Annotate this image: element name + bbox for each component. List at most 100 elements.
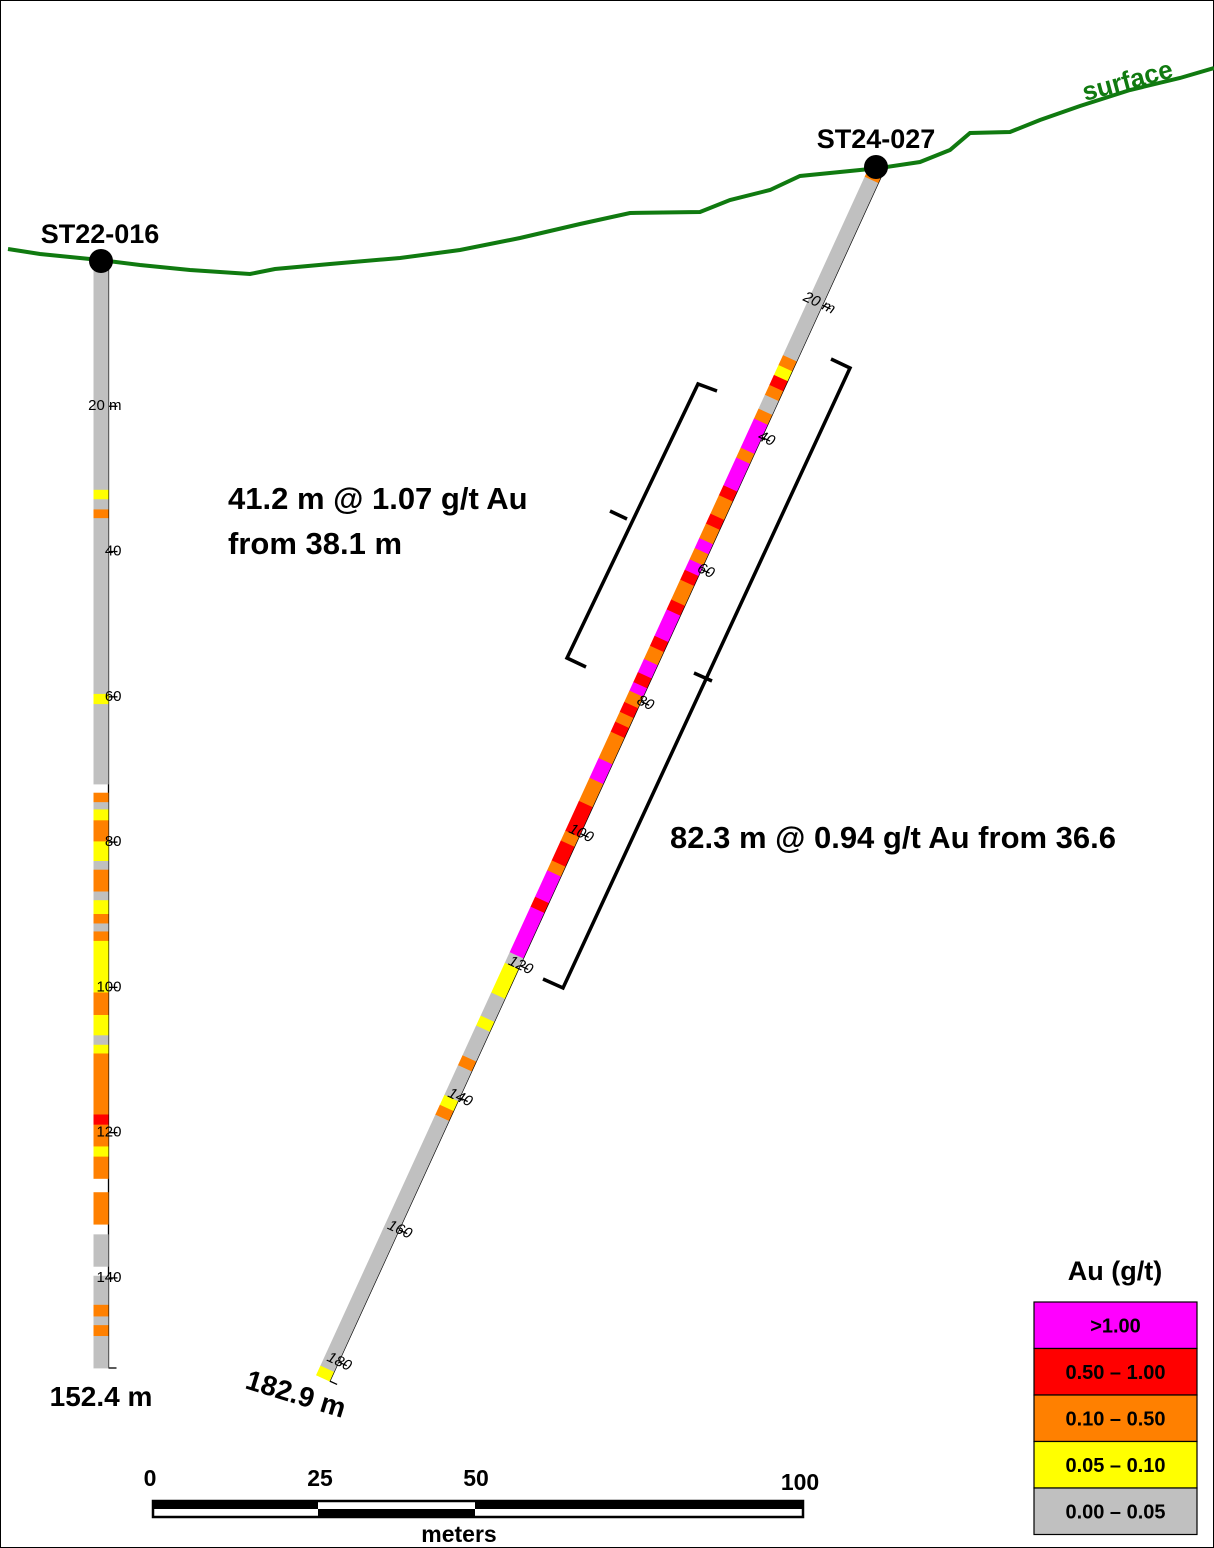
assay-interval (649, 635, 669, 653)
assay-interval (93, 1053, 109, 1115)
intercept-1-line2: from 38.1 m (228, 526, 402, 561)
hole-end-depth-st22-016: 152.4 m (50, 1381, 153, 1412)
depth-tick-label: 80 (634, 692, 657, 715)
surface-line (7, 66, 1214, 277)
assay-interval (643, 645, 664, 666)
legend-label: >1.00 (1090, 1315, 1141, 1337)
depth-tick (338, 1361, 348, 1367)
assay-interval (93, 900, 109, 915)
assay-interval (93, 1336, 109, 1369)
assay-interval (491, 962, 519, 1000)
scale-unit: meters (421, 1521, 496, 1547)
assay-interval (680, 569, 699, 587)
assay-interval (93, 820, 109, 842)
assay-interval (773, 365, 793, 382)
assay-interval (93, 693, 109, 705)
assay-interval (764, 384, 784, 402)
depth-tick-label: 100 (96, 978, 121, 995)
assay-interval (320, 1114, 449, 1373)
legend-swatch (1033, 1347, 1198, 1396)
assay-interval (565, 800, 593, 838)
assay-interval (710, 495, 733, 521)
assay-interval (480, 992, 505, 1023)
assay-interval (457, 1055, 477, 1072)
assay-interval (316, 1365, 335, 1382)
collar-st22-016 (89, 249, 113, 273)
depth-tick-label: 40 (755, 427, 778, 450)
assay-interval (93, 1114, 109, 1126)
assay-interval (633, 672, 652, 689)
depth-tick-label: 60 (105, 688, 122, 705)
assay-interval (534, 870, 561, 904)
assay-interval (93, 860, 109, 871)
assay-interval (93, 1044, 109, 1054)
assay-interval (93, 1192, 109, 1225)
assay-interval (93, 1234, 109, 1267)
legend-swatch (1033, 1440, 1198, 1489)
assay-interval (93, 992, 109, 1016)
depth-tick (398, 1229, 408, 1235)
legend-items: >1.00 0.50 – 1.00 0.10 – 0.50 0.05 – 0.10 0.… (1033, 1301, 1198, 1536)
assay-interval (93, 1275, 109, 1306)
depth-tick (822, 304, 831, 310)
assay-interval (769, 374, 788, 392)
assay-interval (93, 869, 109, 892)
intercept-bracket-2 (542, 357, 853, 991)
hole-label-st22-016: ST22-016 (41, 219, 160, 249)
scale-label-50: 50 (463, 1465, 489, 1491)
assay-interval (753, 408, 773, 426)
drillhole-st22-016: 20 m 40 60 80 100 120 140 (88, 261, 122, 1369)
depth-tick-label: 60 (695, 560, 718, 583)
legend-title: Au (g/t) (1068, 1256, 1162, 1286)
assay-interval (509, 906, 545, 959)
assay-interval (93, 891, 109, 901)
assay-interval (93, 1316, 109, 1326)
assay-interval (758, 394, 779, 416)
assay-interval (705, 513, 725, 531)
scale-bar-seg-3a (475, 1501, 803, 1509)
assay-interval (699, 523, 720, 545)
assay-interval (93, 792, 109, 803)
assay-interval (93, 704, 109, 785)
assay-interval (530, 896, 549, 914)
scale-label-100: 100 (781, 1469, 819, 1495)
assay-interval (93, 489, 109, 500)
assay-interval (93, 1325, 109, 1337)
assay-interval (93, 809, 109, 821)
assay-interval (589, 757, 613, 785)
legend-swatch (1033, 1487, 1198, 1536)
scale-bar-seg-2b (318, 1509, 475, 1517)
assay-interval (735, 447, 755, 465)
depth-tick-label: 80 (105, 833, 122, 850)
depth-tick (459, 1097, 468, 1103)
scale-bar-seg-1a (153, 1501, 318, 1509)
assay-interval (435, 1104, 454, 1122)
assay-interval (740, 418, 768, 455)
intercept-2-text: 82.3 m @ 0.94 g/t Au from 36.6 (670, 820, 1116, 855)
assay-interval (778, 355, 797, 372)
legend-label: 0.05 – 0.10 (1065, 1455, 1165, 1477)
depth-tick (519, 965, 529, 971)
scale-bar: 0 25 50 100 meters (144, 1465, 820, 1547)
legend-swatch (1033, 1301, 1198, 1350)
legend-swatch (1033, 1394, 1198, 1443)
assay-interval (782, 176, 879, 362)
assay-interval (694, 538, 713, 555)
assay-interval (93, 1035, 109, 1046)
depth-tick-label: 40 (105, 543, 122, 560)
assay-interval (551, 840, 575, 867)
assay-interval (610, 721, 629, 739)
assay-interval (598, 731, 625, 765)
assay-interval (93, 940, 109, 993)
assay-interval (723, 457, 750, 492)
depth-tick-label: 120 (96, 1124, 121, 1141)
assay-interval (93, 1146, 109, 1158)
depth-tick (580, 833, 589, 838)
assay-interval (93, 841, 109, 862)
assay-interval (93, 923, 109, 932)
end-of-hole-tick (329, 1380, 338, 1386)
assay-interval (619, 701, 638, 719)
